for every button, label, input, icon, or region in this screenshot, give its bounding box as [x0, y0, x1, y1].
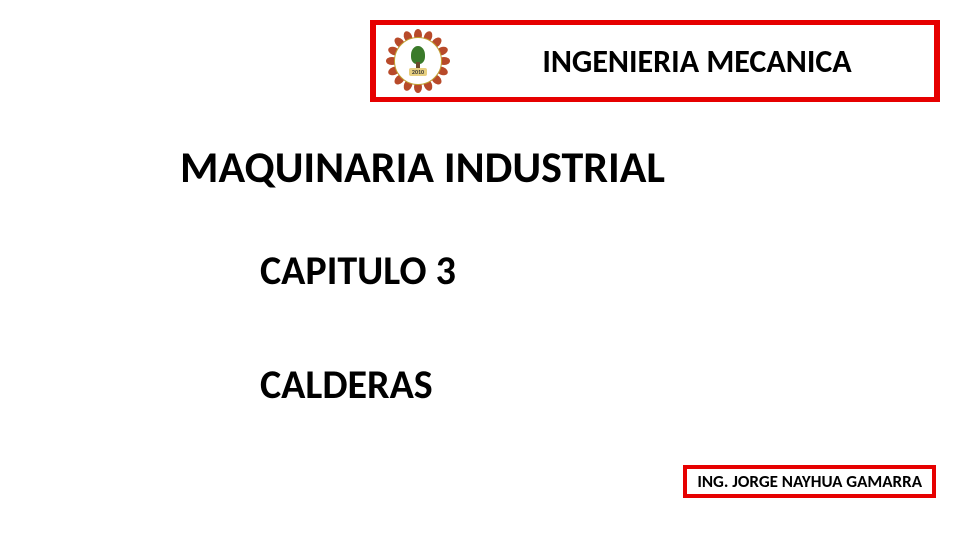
- tree-icon: [411, 46, 425, 64]
- author-name: ING. JORGE NAYHUA GAMARRA: [687, 469, 932, 494]
- chapter-title: CAPITULO 3: [260, 246, 456, 295]
- seal-inner: 2010: [394, 37, 442, 85]
- seal-icon: 2010: [386, 29, 450, 93]
- subject-title: CALDERAS: [260, 360, 433, 409]
- university-logo: 2010: [376, 25, 460, 97]
- seal-year: 2010: [409, 68, 427, 76]
- footer-banner: ING. JORGE NAYHUA GAMARRA: [683, 465, 936, 498]
- course-title: MAQUINARIA INDUSTRIAL: [180, 140, 665, 194]
- department-title: INGENIERIA MECANICA: [460, 25, 934, 97]
- header-banner: 2010 INGENIERIA MECANICA: [370, 20, 940, 102]
